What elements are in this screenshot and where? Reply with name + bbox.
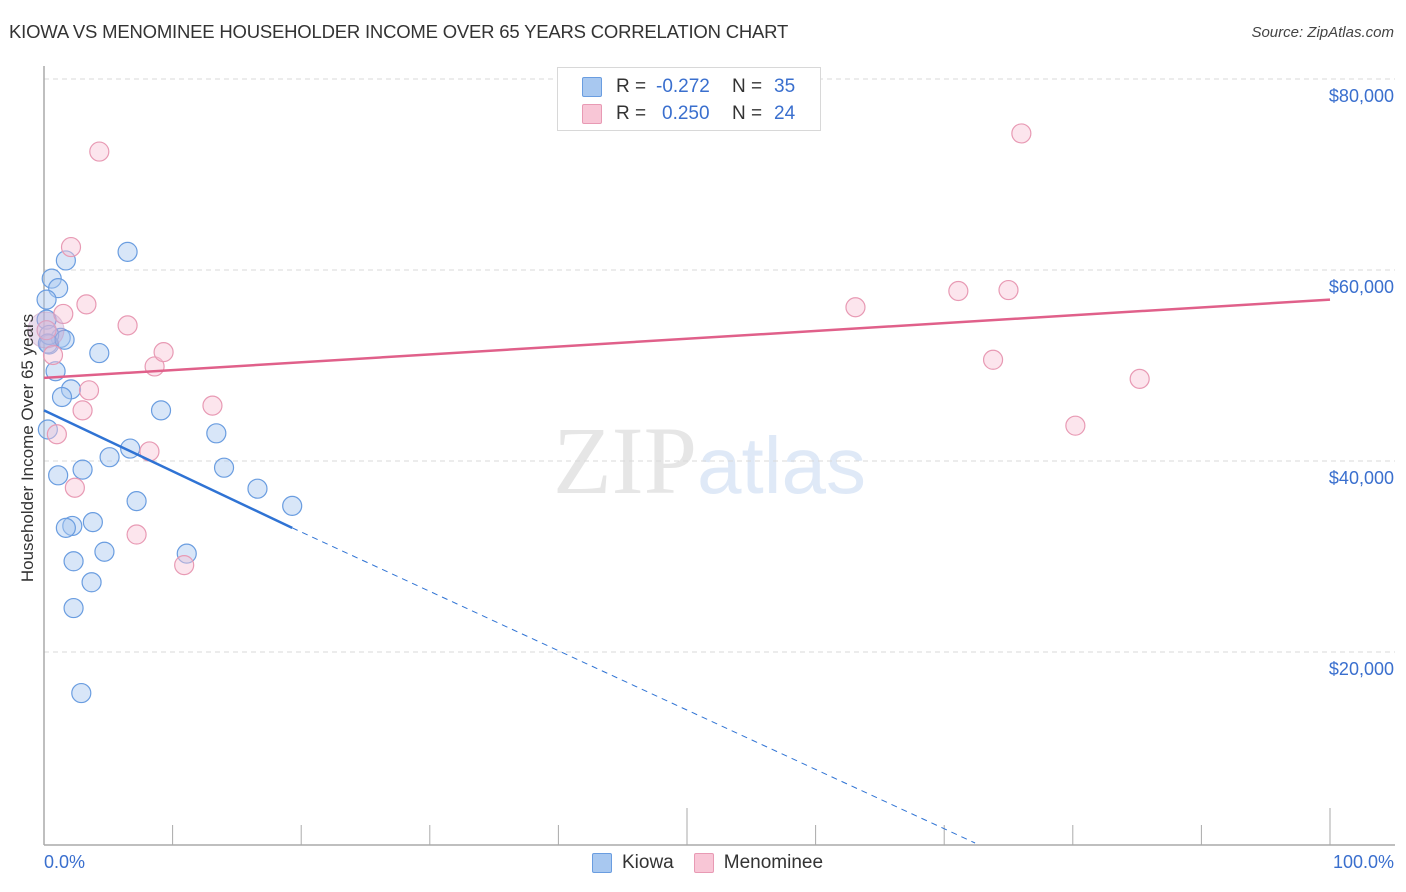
correlation-legend: R = -0.272 N = 35 R = 0.250 N = 24 (557, 67, 821, 131)
x-tick-max: 100.0% (1332, 852, 1394, 872)
menominee-point (845, 297, 866, 318)
kiowa-point (48, 465, 69, 486)
menominee-r-value: 0.250 (662, 103, 710, 124)
kiowa-point (72, 459, 93, 480)
source-label: Source: ZipAtlas.com (1251, 24, 1394, 41)
kiowa-point (63, 551, 84, 572)
legend-item-kiowa[interactable]: Kiowa (592, 852, 674, 874)
series-legend: Kiowa Menominee (592, 852, 843, 874)
menominee-point (982, 349, 1004, 370)
menominee-point (64, 477, 85, 498)
kiowa-point (117, 241, 138, 262)
menominee-n-value: 24 (774, 103, 796, 124)
kiowa-point (126, 491, 147, 512)
kiowa-trend-extension (291, 527, 976, 844)
menominee-point (1065, 415, 1086, 436)
menominee-point (998, 279, 1019, 301)
legend-item-menominee[interactable]: Menominee (693, 852, 823, 874)
kiowa-point (37, 419, 58, 440)
kiowa-legend-icon (592, 853, 612, 873)
kiowa-point (213, 457, 235, 478)
kiowa-point (94, 541, 115, 562)
kiowa-n-value: 35 (774, 76, 796, 97)
y-tick-20000: $20,000 (1328, 659, 1394, 679)
menominee-point (153, 342, 174, 363)
menominee-point (42, 344, 64, 366)
menominee-point (174, 554, 195, 576)
y-axis-label: Householder Income Over 65 years (18, 313, 37, 583)
menominee-legend-icon (693, 853, 714, 873)
kiowa-trend-line (43, 409, 293, 529)
kiowa-point (82, 512, 103, 533)
menominee-trend-line (43, 298, 1331, 380)
menominee-point (78, 380, 100, 401)
kiowa-point (81, 572, 102, 593)
menominee-point (1011, 123, 1032, 144)
menominee-point (117, 315, 138, 336)
kiowa-point (99, 447, 120, 468)
kiowa-point (89, 342, 110, 364)
menominee-swatch-icon (582, 104, 602, 124)
legend-row-kiowa: R = -0.272 N = 35 (582, 75, 795, 99)
menominee-point (202, 395, 223, 416)
kiowa-point (247, 478, 268, 499)
kiowa-point (150, 400, 172, 421)
menominee-point (72, 400, 93, 421)
y-tick-40000: $40,000 (1328, 468, 1394, 488)
legend-row-menominee: R = 0.250 N = 24 (582, 102, 795, 126)
kiowa-point (282, 495, 303, 516)
kiowa-point (55, 517, 76, 538)
chart-title: KIOWA VS MENOMINEE HOUSEHOLDER INCOME OV… (9, 21, 789, 42)
kiowa-swatch-icon (582, 77, 602, 97)
menominee-point (126, 524, 147, 545)
kiowa-point (206, 423, 227, 444)
menominee-point (1129, 368, 1150, 389)
kiowa-point (51, 386, 73, 408)
kiowa-point (36, 289, 57, 310)
menominee-point (46, 424, 67, 445)
x-tick-min: 0.0% (44, 852, 86, 872)
cluster-point (27, 311, 65, 349)
y-tick-60000: $60,000 (1328, 277, 1394, 297)
kiowa-point (71, 682, 92, 704)
y-tick-80000: $80,000 (1328, 86, 1394, 106)
kiowa-r-value: -0.272 (656, 76, 710, 97)
menominee-point (89, 141, 110, 162)
kiowa-point (54, 329, 75, 350)
menominee-point (36, 320, 57, 341)
kiowa-point (63, 597, 84, 619)
menominee-point (948, 280, 969, 302)
menominee-point (60, 236, 82, 258)
menominee-point (76, 294, 97, 315)
kiowa-point (55, 250, 76, 271)
